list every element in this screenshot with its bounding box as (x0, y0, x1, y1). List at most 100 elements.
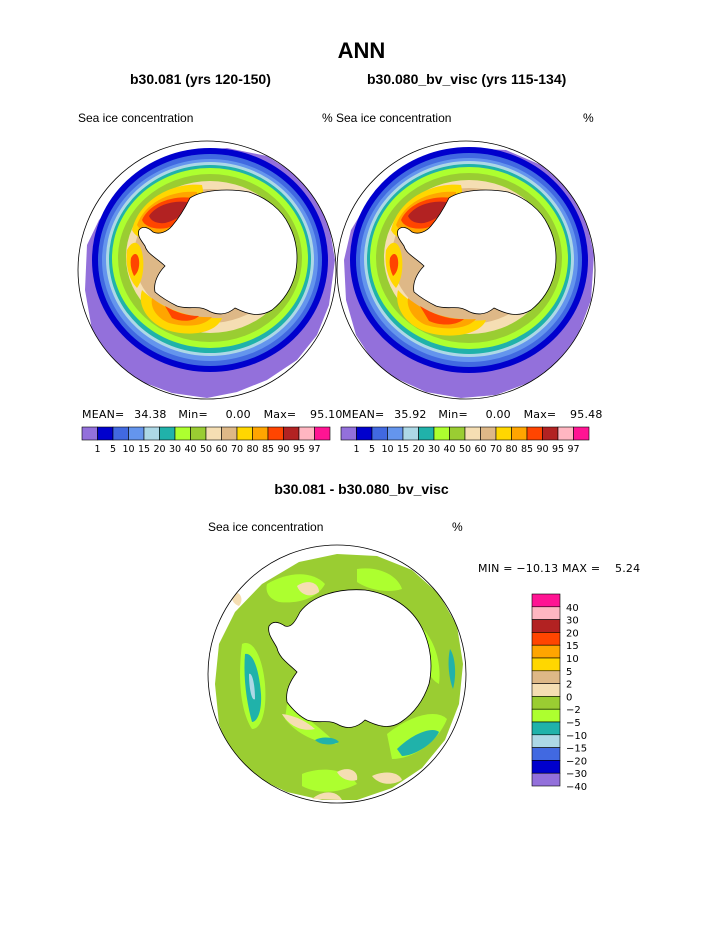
colorbar-1-tick-label: 90 (277, 444, 289, 455)
panel-2-mean-label: MEAN= (342, 408, 385, 421)
colorbar-1-tick-label: 97 (308, 444, 320, 455)
colorbar-2-tick-label: 1 (353, 444, 359, 455)
colorbar-1-swatch (190, 426, 207, 441)
colorbar-1-tick-label: 50 (200, 444, 212, 455)
colorbar-diff-tick-label: 10 (566, 654, 579, 665)
colorbar-diff-swatch (531, 708, 561, 723)
colorbar-1-swatch (97, 426, 114, 441)
colorbar-diff-swatch (531, 657, 561, 672)
concentration-field-1 (78, 141, 336, 399)
colorbar-diff-tick-label: −20 (566, 756, 587, 767)
colorbar-diff-tick-label: 15 (566, 641, 579, 652)
colorbar-1-swatch (314, 426, 331, 441)
colorbar-2-tick-label: 85 (521, 444, 533, 455)
colorbar-diff-tick-label: 0 (566, 692, 572, 703)
colorbar-2-swatch (495, 426, 512, 441)
panel-2-units-label: % (583, 111, 594, 125)
colorbar-2-swatch (340, 426, 357, 441)
colorbar-1-swatch (283, 426, 300, 441)
colorbar-2-swatch (511, 426, 528, 441)
colorbar-2-swatch (573, 426, 590, 441)
panel-2-mean-value: 35.92 (394, 408, 427, 421)
colorbar-diff-swatch (531, 772, 561, 787)
colorbar-1-tick-label: 5 (110, 444, 116, 455)
colorbar-1-swatch (267, 426, 284, 441)
colorbar-2-tick-label: 15 (397, 444, 409, 455)
antarctica-landmass-2 (397, 189, 557, 315)
colorbar-diff-swatch (531, 747, 561, 761)
colorbar-diff-tick-label: −40 (566, 782, 587, 793)
colorbar-diff-tick-label: −2 (566, 705, 581, 716)
panel-1-min-value: 0.00 (225, 408, 251, 421)
colorbar-2-swatch (402, 426, 419, 441)
colorbar-2-tick-label: 90 (536, 444, 548, 455)
panel-1-max-label: Max= (263, 408, 297, 421)
colorbar-2-tick-label: 40 (443, 444, 455, 455)
colorbar-1-tick-label: 40 (184, 444, 196, 455)
panel-1-variable-label: Sea ice concentration (78, 111, 194, 125)
colorbar-1-swatch (221, 426, 238, 441)
colorbar-2-tick-label: 97 (567, 444, 579, 455)
colorbar-diff-tick-label: 2 (566, 680, 572, 691)
diff-subtitle: b30.081 - b30.080_bv_visc (274, 481, 449, 497)
colorbar-2-swatch (418, 426, 435, 441)
diff-minmax: MIN = −10.13 MAX = 5.24 (478, 562, 641, 575)
diff-variable-label: Sea ice concentration (208, 520, 324, 534)
colorbar-1-swatch (81, 426, 98, 441)
colorbar-2-swatch (464, 426, 481, 441)
colorbar-1-swatch (252, 426, 269, 441)
colorbar-2-tick-label: 50 (459, 444, 471, 455)
colorbar-2-tick-label: 30 (428, 444, 440, 455)
panel-1-stats: MEAN= 34.38 Min= 0.00 Max= 95.10 (82, 408, 343, 421)
colorbar-2-tick-label: 80 (505, 444, 517, 455)
colorbar-diff-swatch (531, 632, 561, 646)
diff-units-label: % (452, 520, 463, 534)
colorbar-diff-tick-label: −10 (566, 731, 587, 742)
panel-2-min-value: 0.00 (485, 408, 511, 421)
panel-1-min-label: Min= (178, 408, 208, 421)
colorbar-1-tick-label: 60 (215, 444, 227, 455)
colorbar-1-tick-label: 95 (293, 444, 305, 455)
map-panel-diff (207, 544, 467, 804)
colorbar-1-tick-label: 20 (153, 444, 165, 455)
colorbar-2-swatch (480, 426, 497, 441)
colorbar-diff-tick-label: 30 (566, 616, 579, 627)
colorbar-1-swatch (112, 426, 129, 441)
colorbar-diff-tick-label: 20 (566, 628, 579, 639)
colorbar-2-tick-label: 5 (369, 444, 375, 455)
colorbar-1-tick-label: 1 (94, 444, 100, 455)
colorbar-panel-2: 1 5 10 15 20 30 40 50 60 70 80 85 90 95 97 (340, 426, 590, 455)
colorbar-diff-swatch (531, 760, 561, 774)
colorbar-1-swatch (298, 426, 315, 441)
colorbar-diff-tick-label: −30 (566, 769, 587, 780)
colorbar-diff-tick-label: −15 (566, 744, 587, 755)
panel-1-max-value: 95.10 (310, 408, 343, 421)
map-panel-1 (77, 140, 337, 400)
colorbar-1-swatch (205, 426, 222, 441)
panel-2-min-label: Min= (438, 408, 468, 421)
colorbar-diff-tick-label: 5 (566, 667, 572, 678)
panel-1-mean-value: 34.38 (134, 408, 167, 421)
colorbar-1-swatch (174, 426, 191, 441)
colorbar-1-swatch (236, 426, 253, 441)
colorbar-panel-1: 1 5 10 15 20 30 40 50 60 70 80 85 90 95 97 (81, 426, 331, 455)
colorbar-diff-swatch (531, 683, 561, 697)
colorbar-diff-swatch (531, 644, 561, 659)
colorbar-1-tick-label: 30 (169, 444, 181, 455)
panel-2-variable-label: % Sea ice concentration (322, 111, 452, 125)
panel-2-max-label: Max= (523, 408, 557, 421)
colorbar-diff-swatch (531, 734, 561, 748)
concentration-field-2 (337, 141, 595, 399)
colorbar-2-swatch (433, 426, 450, 441)
panel-2-max-value: 95.48 (570, 408, 603, 421)
antarctica-landmass-diff (268, 589, 432, 728)
panel-2-subtitle: b30.080_bv_visc (yrs 115-134) (367, 71, 567, 87)
colorbar-2-swatch (542, 426, 559, 441)
colorbar-2-tick-label: 60 (474, 444, 486, 455)
colorbar-1-swatch (128, 426, 145, 441)
colorbar-1-tick-label: 10 (122, 444, 134, 455)
colorbar-2-swatch (387, 426, 404, 441)
colorbar-diff-tick-label: −5 (566, 718, 581, 729)
colorbar-1-swatch (159, 426, 176, 441)
